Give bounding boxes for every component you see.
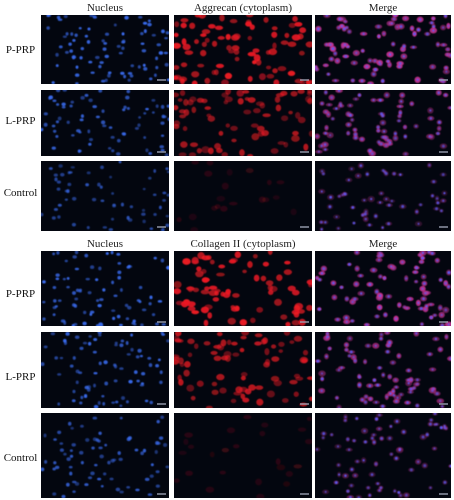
micrograph-b-l-prp-nucleus (41, 332, 169, 408)
micrograph-b-l-prp-merge (315, 332, 451, 408)
micrograph-b-l-prp-collagen (174, 332, 312, 408)
micrograph-cells (174, 251, 312, 326)
micrograph-b-control-nucleus (41, 413, 169, 498)
scale-bar (300, 151, 309, 153)
micrograph-b-control-collagen (174, 413, 312, 498)
header-merge-a: Merge (368, 2, 398, 14)
micrograph-a-p-prp-aggrecan (174, 15, 312, 84)
micrograph-cells (174, 15, 312, 84)
scale-bar (439, 321, 448, 323)
micrograph-cells (41, 90, 169, 156)
scale-bar (157, 226, 166, 228)
header-merge-b: Merge (368, 238, 398, 250)
scale-bar (439, 403, 448, 405)
micrograph-b-p-prp-collagen (174, 251, 312, 326)
row-label-control-a: Control (3, 187, 38, 199)
micrograph-cells (174, 90, 312, 156)
micrograph-b-control-merge (315, 413, 451, 498)
micrograph-cells (315, 413, 451, 498)
scale-bar (439, 151, 448, 153)
micrograph-cells (46, 15, 169, 84)
micrograph-cells (315, 251, 451, 326)
scale-bar (157, 403, 166, 405)
micrograph-a-control-merge (315, 161, 451, 231)
row-label-p-prp-a: P-PRP (5, 44, 36, 56)
micrograph-cells (174, 414, 312, 498)
scale-bar (300, 321, 309, 323)
micrograph-b-p-prp-nucleus (41, 251, 169, 326)
scale-bar (157, 321, 166, 323)
micrograph-cells (41, 415, 169, 498)
micrograph-a-p-prp-nucleus (41, 15, 169, 84)
micrograph-a-control-nucleus (41, 161, 169, 231)
header-nucleus-b: Nucleus (86, 238, 124, 250)
header-nucleus-a: Nucleus (86, 2, 124, 14)
micrograph-cells (315, 15, 451, 84)
micrograph-cells (176, 161, 297, 231)
row-label-l-prp-a: L-PRP (5, 115, 36, 127)
micrograph-cells (315, 90, 451, 156)
row-label-l-prp-b: L-PRP (5, 371, 36, 383)
micrograph-cells (174, 332, 312, 408)
scale-bar (157, 151, 166, 153)
scale-bar (439, 493, 448, 495)
micrograph-a-control-aggrecan (174, 161, 312, 231)
scale-bar (300, 79, 309, 81)
scale-bar (439, 79, 448, 81)
micrograph-a-l-prp-merge (315, 90, 451, 156)
micrograph-a-p-prp-merge (315, 15, 451, 84)
scale-bar (300, 493, 309, 495)
header-collagen-b: Collagen II (cytoplasm) (190, 238, 296, 250)
header-aggrecan-a: Aggrecan (cytoplasm) (193, 2, 293, 14)
micrograph-cells (318, 162, 448, 231)
scale-bar (300, 403, 309, 405)
micrograph-b-p-prp-merge (315, 251, 451, 326)
micrograph-a-l-prp-aggrecan (174, 90, 312, 156)
scale-bar (157, 79, 166, 81)
micrograph-cells (42, 251, 169, 326)
scale-bar (300, 226, 309, 228)
row-label-p-prp-b: P-PRP (5, 288, 36, 300)
micrograph-cells (41, 332, 169, 408)
micrograph-cells (315, 332, 451, 408)
scale-bar (439, 226, 448, 228)
row-label-control-b: Control (3, 452, 38, 464)
micrograph-a-l-prp-nucleus (41, 90, 169, 156)
scale-bar (157, 493, 166, 495)
micrograph-cells (41, 161, 169, 231)
